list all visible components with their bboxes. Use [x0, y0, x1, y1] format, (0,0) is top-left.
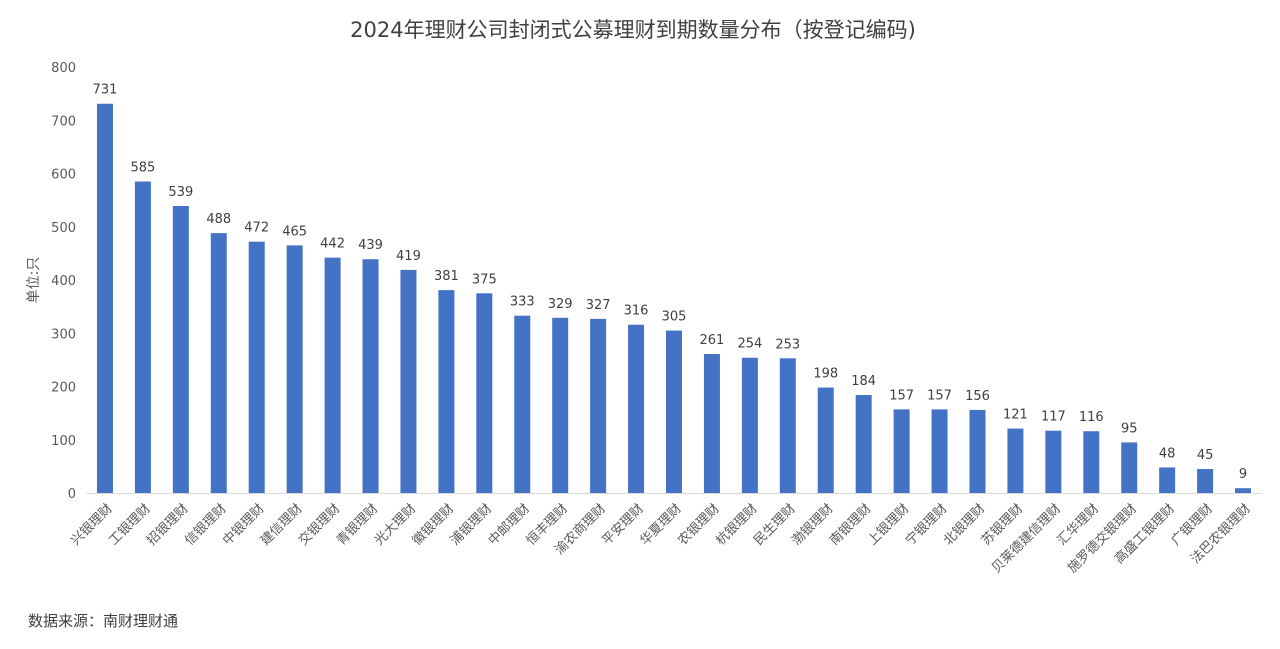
bar — [590, 318, 607, 493]
bar — [400, 269, 417, 493]
data-label: 9 — [1239, 467, 1247, 482]
data-label: 333 — [510, 295, 535, 310]
bar — [703, 354, 720, 493]
data-label: 585 — [130, 160, 155, 175]
data-label: 731 — [93, 83, 118, 98]
data-label: 116 — [1079, 410, 1104, 425]
x-tick-label: 施罗德交银理财 — [1064, 501, 1140, 577]
bar — [210, 233, 227, 493]
y-tick-label: 300 — [51, 327, 76, 342]
data-label: 254 — [737, 337, 762, 352]
data-label: 488 — [206, 212, 231, 227]
data-label: 305 — [662, 310, 687, 325]
bar — [1121, 442, 1138, 493]
data-label: 316 — [624, 304, 649, 319]
data-label: 327 — [586, 298, 611, 313]
chart-title: 2024年理财公司封闭式公募理财到期数量分布（按登记编码) — [350, 18, 916, 42]
y-tick-label: 500 — [51, 221, 76, 236]
bar — [893, 409, 910, 493]
bar — [476, 293, 493, 493]
data-label: 45 — [1197, 448, 1214, 463]
data-label: 95 — [1121, 421, 1138, 436]
data-label: 157 — [889, 388, 914, 403]
bar — [1045, 430, 1062, 493]
data-label: 121 — [1003, 408, 1028, 423]
bar — [438, 290, 455, 493]
y-axis: 0 100 200 300 400 500 600 700 800 — [51, 61, 76, 502]
bar — [817, 387, 834, 493]
bar — [969, 409, 986, 493]
source-note: 数据来源：南财理财通 — [28, 612, 179, 630]
bar-series: 731 585 539 488 472 465 442 439 419 381 375 333 329 3… — [93, 83, 1252, 494]
data-label: 472 — [244, 221, 269, 236]
data-label: 48 — [1159, 446, 1176, 461]
data-label: 442 — [320, 237, 345, 252]
x-tick-label: 贝莱德建信理财 — [989, 501, 1064, 576]
bar — [248, 241, 265, 493]
data-label: 419 — [396, 249, 421, 264]
bar — [1007, 428, 1024, 493]
data-label: 157 — [927, 388, 952, 403]
data-label: 198 — [813, 367, 838, 382]
bar — [855, 395, 872, 493]
x-axis: 兴银理财工银理财招银理财信银理财中银理财建信理财交银理财青银理财光大理财徽银理财… — [68, 493, 1262, 577]
bar — [362, 259, 379, 493]
y-tick-label: 400 — [51, 274, 76, 289]
bar — [1159, 467, 1176, 493]
bar — [1235, 488, 1252, 493]
bar — [324, 257, 341, 493]
bar — [514, 315, 531, 493]
y-tick-label: 0 — [68, 487, 76, 502]
bar — [1083, 431, 1100, 493]
data-label: 539 — [168, 185, 193, 200]
y-tick-label: 200 — [51, 381, 76, 396]
data-label: 184 — [851, 374, 876, 389]
data-label: 329 — [548, 297, 573, 312]
data-label: 375 — [472, 272, 497, 287]
bar — [96, 103, 113, 494]
bar — [134, 181, 151, 494]
bar — [1197, 469, 1214, 493]
data-label: 117 — [1041, 410, 1066, 425]
y-tick-label: 100 — [51, 434, 76, 449]
bar — [931, 409, 948, 493]
data-label: 465 — [282, 224, 307, 239]
y-axis-title: 单位:只 — [26, 257, 42, 304]
bar — [286, 245, 303, 493]
y-tick-label: 600 — [51, 168, 76, 183]
bar — [741, 357, 758, 493]
data-label: 156 — [965, 389, 990, 404]
y-tick-label: 800 — [51, 61, 76, 76]
data-label: 253 — [775, 337, 800, 352]
data-label: 439 — [358, 238, 383, 253]
bar — [666, 330, 682, 493]
bar — [779, 358, 796, 493]
bar — [552, 317, 569, 493]
data-label: 261 — [700, 333, 725, 348]
bar — [628, 324, 645, 493]
bar — [172, 205, 189, 494]
data-label: 381 — [434, 269, 459, 284]
y-tick-label: 700 — [51, 114, 76, 129]
